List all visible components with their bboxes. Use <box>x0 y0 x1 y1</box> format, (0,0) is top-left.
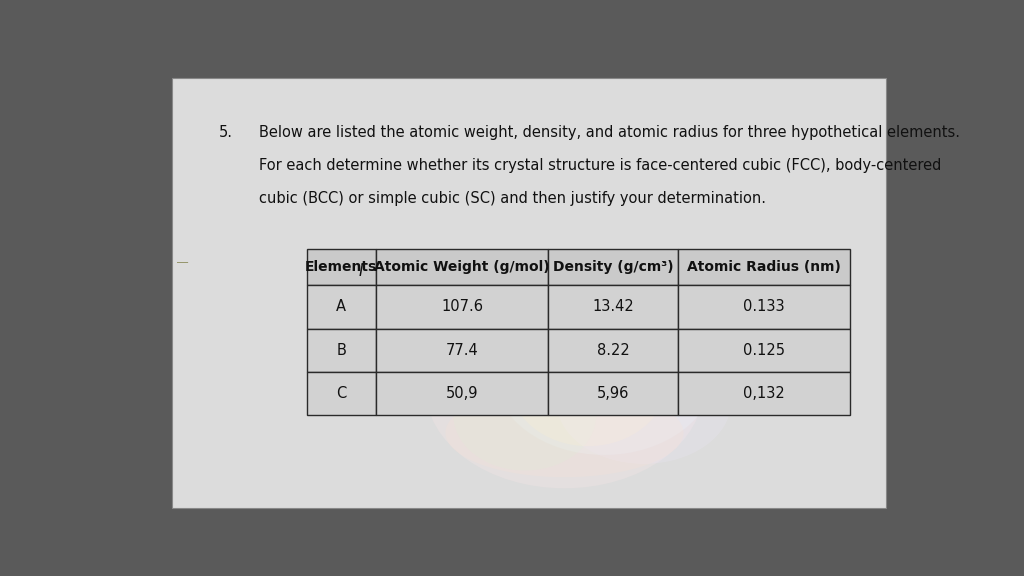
Text: C: C <box>336 386 346 401</box>
Bar <box>548 285 678 328</box>
Text: 0.133: 0.133 <box>743 300 785 314</box>
Bar <box>306 249 376 285</box>
Bar <box>306 285 376 328</box>
Bar <box>678 249 850 285</box>
Text: Atomic Radius (nm): Atomic Radius (nm) <box>687 260 841 274</box>
Text: Atomic Weight (g/mol): Atomic Weight (g/mol) <box>375 260 550 274</box>
Text: 0.125: 0.125 <box>743 343 785 358</box>
Text: 50,9: 50,9 <box>445 386 478 401</box>
Text: Density (g/cm³): Density (g/cm³) <box>553 260 674 274</box>
Bar <box>678 328 850 372</box>
Bar <box>548 372 678 415</box>
Ellipse shape <box>509 313 668 446</box>
Text: 0,132: 0,132 <box>743 386 785 401</box>
Text: A: A <box>336 300 346 314</box>
Text: 13.42: 13.42 <box>592 300 634 314</box>
Ellipse shape <box>426 289 703 488</box>
Text: B: B <box>336 343 346 358</box>
Text: I: I <box>358 264 362 279</box>
Text: 77.4: 77.4 <box>445 343 478 358</box>
Bar <box>678 285 850 328</box>
Ellipse shape <box>445 388 684 477</box>
Bar <box>548 249 678 285</box>
Ellipse shape <box>556 340 731 464</box>
Bar <box>376 249 548 285</box>
Ellipse shape <box>454 359 596 471</box>
Text: Elements: Elements <box>305 260 378 274</box>
Text: 107.6: 107.6 <box>441 300 483 314</box>
Text: ―: ― <box>177 257 188 267</box>
Bar <box>376 328 548 372</box>
Bar <box>376 285 548 328</box>
Bar <box>548 328 678 372</box>
Text: For each determine whether its crystal structure is face-centered cubic (FCC), b: For each determine whether its crystal s… <box>259 158 941 173</box>
Bar <box>376 372 548 415</box>
Bar <box>306 328 376 372</box>
Bar <box>306 372 376 415</box>
Text: Below are listed the atomic weight, density, and atomic radius for three hypothe: Below are listed the atomic weight, dens… <box>259 124 959 139</box>
Text: 5.: 5. <box>219 124 233 139</box>
Ellipse shape <box>493 286 715 455</box>
Text: 5,96: 5,96 <box>597 386 630 401</box>
Text: cubic (BCC) or simple cubic (SC) and then justify your determination.: cubic (BCC) or simple cubic (SC) and the… <box>259 191 766 206</box>
Bar <box>678 372 850 415</box>
Text: 8.22: 8.22 <box>597 343 630 358</box>
